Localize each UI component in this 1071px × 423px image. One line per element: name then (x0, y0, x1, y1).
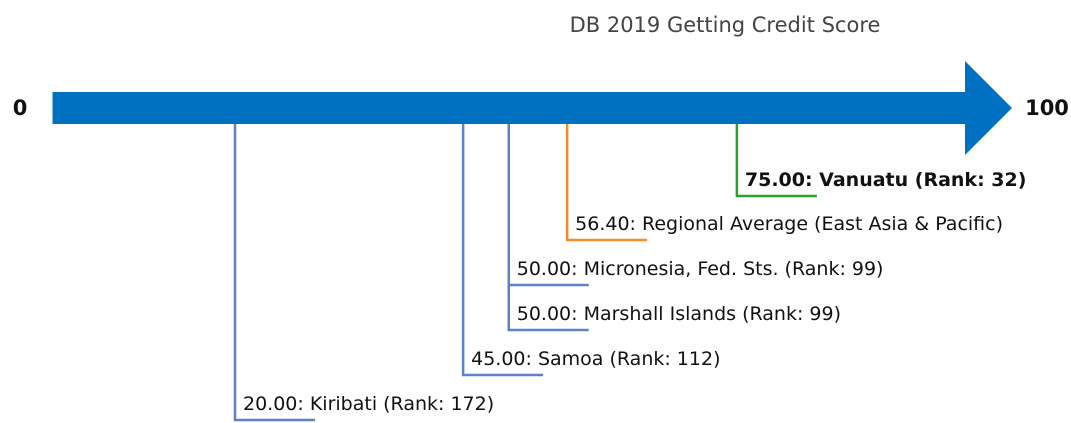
marker-label: 56.40: Regional Average (East Asia & Pac… (575, 213, 1003, 235)
marker-label: 50.00: Micronesia, Fed. Sts. (Rank: 99) (517, 258, 884, 280)
marker-label: 50.00: Marshall Islands (Rank: 99) (517, 303, 841, 325)
marker-label: 75.00: Vanuatu (Rank: 32) (745, 169, 1027, 191)
x-tick-label: 100 (1025, 96, 1069, 120)
marker-line (461, 124, 544, 377)
marker-label: 45.00: Samoa (Rank: 112) (471, 348, 720, 370)
marker-line (233, 124, 315, 422)
marker-line (735, 124, 817, 198)
marker-line (507, 124, 589, 332)
axis-arrow (52, 61, 1012, 155)
marker-line (565, 124, 648, 242)
marker-label: 20.00: Kiribati (Rank: 172) (243, 393, 494, 415)
chart-title: DB 2019 Getting Credit Score (570, 13, 881, 37)
x-tick-label: 0 (13, 96, 28, 120)
